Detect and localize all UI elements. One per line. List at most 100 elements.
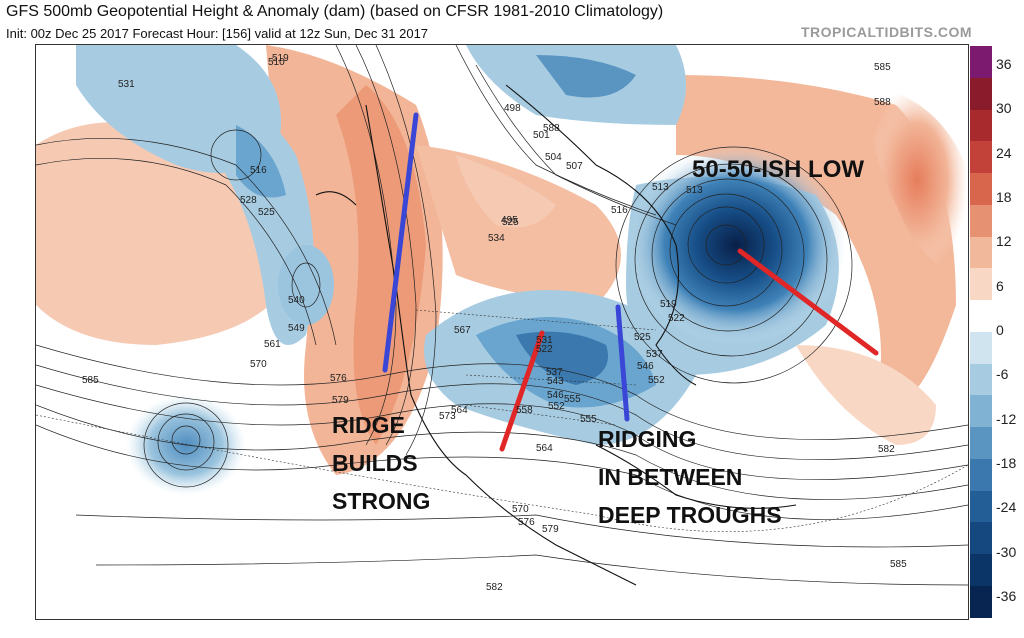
colorbar-swatch xyxy=(970,554,992,587)
contour-label: 537 xyxy=(646,349,663,360)
contour-label: 585 xyxy=(874,62,891,73)
ridging-annotation-line1: RIDGING xyxy=(598,426,697,452)
ridging-annotation-line3: DEEP TROUGHS xyxy=(598,502,782,528)
colorbar-swatch xyxy=(970,77,992,110)
contour-label: 510 xyxy=(268,57,285,68)
anomaly-shading xyxy=(36,45,968,495)
map-subtitle: Init: 00z Dec 25 2017 Forecast Hour: [15… xyxy=(6,26,429,41)
contour-label: 525 xyxy=(502,217,519,228)
contour-label: 540 xyxy=(288,295,305,306)
colorbar-swatch xyxy=(970,363,992,396)
colorbar-tick-label: 30 xyxy=(996,100,1012,117)
colorbar-tick-label: -12 xyxy=(996,410,1017,427)
colorbar-swatch xyxy=(970,458,992,491)
colorbar-swatch xyxy=(970,395,992,428)
contour-label: 585 xyxy=(82,375,99,386)
contour-label: 513 xyxy=(686,185,703,196)
colorbar-tick-label: 24 xyxy=(996,144,1012,161)
contour-label: 498 xyxy=(504,103,521,114)
colorbar-tick-label: -6 xyxy=(996,366,1009,383)
colorbar-swatch xyxy=(970,490,992,523)
contour-label: 567 xyxy=(454,325,471,336)
colorbar-tick-label: -36 xyxy=(996,588,1017,604)
contour-label: 570 xyxy=(250,359,267,370)
colorbar-swatch xyxy=(970,268,992,301)
contour-label: 582 xyxy=(486,582,503,593)
contour-label: 519 xyxy=(660,299,677,310)
boundaries xyxy=(36,309,968,532)
contour-label: 576 xyxy=(330,373,347,384)
colorbar xyxy=(970,46,992,618)
colorbar-tick-label: -24 xyxy=(996,499,1017,516)
contour-label: 516 xyxy=(611,205,628,216)
ridge-annotation-line3: STRONG xyxy=(332,488,431,514)
contour-label: 522 xyxy=(668,313,685,324)
colorbar-swatch xyxy=(970,427,992,459)
contour-label: 552 xyxy=(548,401,565,412)
colorbar-tick-label: -18 xyxy=(996,455,1017,471)
colorbar-tick-label: 0 xyxy=(996,322,1004,338)
colorbar-swatch xyxy=(970,522,992,555)
contour-label: 522 xyxy=(536,344,553,355)
contour-label: 495 xyxy=(501,215,518,226)
coastlines xyxy=(315,84,797,586)
colorbar-tick-label: 12 xyxy=(996,233,1012,250)
contour-label: 573 xyxy=(439,411,456,422)
colorbar-swatch xyxy=(970,204,992,237)
colorbar-swatch xyxy=(970,141,992,174)
map-title: GFS 500mb Geopotential Height & Anomaly … xyxy=(6,3,664,20)
brand-watermark: TROPICALTIDBITS.COM xyxy=(800,24,972,40)
contour-label: 531 xyxy=(536,335,553,346)
contour-label: 516 xyxy=(250,165,267,176)
contour-label: 501 xyxy=(533,130,550,141)
trough-line-west xyxy=(499,330,545,452)
contour-label: 564 xyxy=(451,405,468,416)
contour-label: 534 xyxy=(488,233,505,244)
contour-label: 588 xyxy=(874,97,891,108)
contour-label: 585 xyxy=(890,559,907,570)
contour-label: 543 xyxy=(547,376,564,387)
colorbar-tick-label: 36 xyxy=(996,56,1012,72)
contour-label: 528 xyxy=(240,195,257,206)
contour-label: 519 xyxy=(36,45,53,48)
trough-line-east xyxy=(737,248,879,356)
contour-label: 537 xyxy=(546,367,563,378)
colorbar-swatch xyxy=(970,586,992,618)
colorbar-swatch xyxy=(970,173,992,205)
contour-label: 552 xyxy=(648,375,665,386)
colorbar-tick-label: -30 xyxy=(996,543,1017,560)
contour-label: 519 xyxy=(272,53,289,64)
colorbar-tick-label: 18 xyxy=(996,189,1012,205)
contour-label: 558 xyxy=(516,405,533,416)
contour-label: 579 xyxy=(332,395,349,406)
contour-label: 507 xyxy=(566,161,583,172)
ridge-annotation-line1: RIDGE xyxy=(332,412,405,438)
contour-label: 549 xyxy=(288,323,305,334)
colorbar-swatch xyxy=(970,236,992,269)
colorbar-swatch xyxy=(970,331,992,364)
contour-label: 564 xyxy=(536,443,553,454)
annotation-lines xyxy=(382,112,879,452)
contour-label: 504 xyxy=(545,152,562,163)
contour-label: 531 xyxy=(118,79,135,90)
colorbar-swatch xyxy=(970,300,992,332)
map-panel: 531 519 516 528 525 540 549 561 570 585 576 579 573 5… xyxy=(35,44,969,620)
ridge-axis-line xyxy=(382,112,419,373)
contour-label: 525 xyxy=(634,332,651,343)
contour-label: 513 xyxy=(652,182,669,193)
contour-label: 555 xyxy=(580,414,597,425)
contour-label: 561 xyxy=(264,339,281,350)
colorbar-swatch xyxy=(970,109,992,142)
contour-label: 525 xyxy=(258,207,275,218)
ridging-annotation-line2: IN BETWEEN xyxy=(598,464,743,490)
contour-label: 546 xyxy=(637,361,654,372)
contour-label: 576 xyxy=(518,517,535,528)
low-annotation: 50-50-ISH LOW xyxy=(692,156,865,183)
colorbar-swatch xyxy=(970,46,992,78)
contour-label: 555 xyxy=(564,394,581,405)
contour-label: 546 xyxy=(547,390,564,401)
contour-label: 588 xyxy=(543,123,560,134)
contour-label: 579 xyxy=(542,524,559,535)
